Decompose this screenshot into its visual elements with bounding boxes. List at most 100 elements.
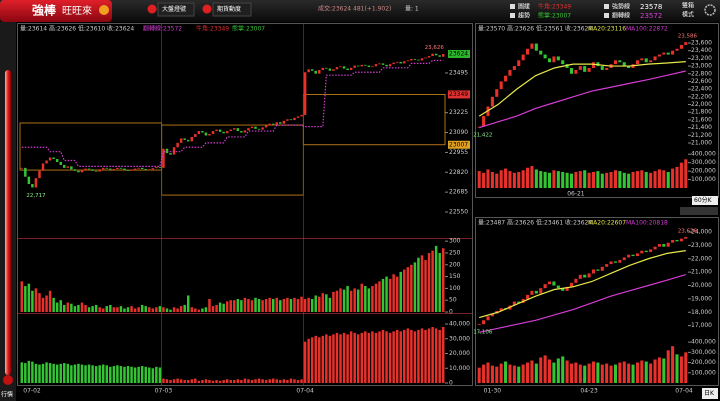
volume-bar bbox=[38, 293, 41, 312]
candle bbox=[162, 148, 165, 168]
volume-bar bbox=[243, 378, 247, 383]
y-tick-label: 100,000 bbox=[691, 176, 716, 183]
volume-bar bbox=[112, 366, 116, 383]
y-tick-label: 0 bbox=[449, 309, 453, 316]
candle bbox=[360, 64, 364, 67]
volume-bar bbox=[342, 332, 346, 383]
candle bbox=[679, 44, 683, 49]
toolbar[interactable] bbox=[680, 207, 718, 215]
footer-button[interactable] bbox=[702, 388, 718, 399]
button-icon[interactable] bbox=[147, 4, 157, 14]
candle bbox=[653, 56, 657, 61]
toggle-label[interactable]: 圖緩 bbox=[518, 3, 530, 11]
toggle-label[interactable]: 趨勢 bbox=[518, 12, 530, 20]
checkbox[interactable] bbox=[510, 4, 515, 9]
volume-bar bbox=[279, 380, 282, 383]
volume-bar bbox=[561, 171, 565, 188]
button[interactable] bbox=[157, 2, 195, 17]
volume-bar bbox=[556, 171, 560, 188]
checkbox[interactable] bbox=[604, 13, 609, 18]
settings-icon[interactable] bbox=[704, 4, 716, 16]
candle bbox=[662, 244, 666, 247]
volume-bar bbox=[140, 366, 144, 383]
mode-label[interactable]: 雙箱 bbox=[682, 2, 694, 10]
volume-bar bbox=[530, 360, 534, 383]
candle bbox=[613, 60, 618, 65]
toggle-label[interactable]: 強勢線 bbox=[612, 3, 630, 11]
volume-bar bbox=[70, 365, 73, 383]
period-button[interactable] bbox=[692, 196, 718, 205]
candle bbox=[257, 128, 261, 130]
panel-frame bbox=[475, 217, 719, 386]
volume-bar bbox=[165, 308, 169, 312]
button-label[interactable]: 期貨動度 bbox=[217, 5, 241, 13]
volume-bar bbox=[279, 300, 282, 312]
candle bbox=[282, 120, 286, 124]
toggle-label[interactable]: 翻轉線 bbox=[612, 12, 630, 20]
volume-bar bbox=[183, 380, 186, 383]
volume-bar bbox=[261, 300, 264, 312]
candle bbox=[140, 167, 144, 170]
volume-bar bbox=[574, 171, 578, 188]
button-icon[interactable] bbox=[202, 4, 212, 14]
candle bbox=[144, 169, 147, 171]
volume-bar bbox=[140, 304, 144, 312]
candle bbox=[420, 58, 424, 61]
high-label: 23,586 bbox=[678, 34, 698, 40]
volume-bar bbox=[385, 276, 388, 312]
candle bbox=[413, 58, 417, 60]
volume-bar bbox=[130, 306, 133, 312]
candle bbox=[539, 50, 543, 55]
x-tick-label: 07-03 bbox=[155, 388, 173, 395]
candle bbox=[684, 42, 688, 45]
candle bbox=[403, 61, 406, 64]
button-label[interactable]: 大盤燈號 bbox=[162, 5, 186, 13]
volume-bar bbox=[194, 308, 197, 312]
toggle-value: 23578 bbox=[640, 3, 662, 11]
trade-volume: 量: 1 bbox=[405, 6, 419, 13]
candle bbox=[151, 168, 155, 170]
volume-bar bbox=[318, 337, 321, 383]
volume-bar bbox=[307, 297, 310, 312]
candle bbox=[349, 67, 353, 71]
mode-label[interactable]: 模式 bbox=[682, 11, 694, 19]
volume-bar bbox=[310, 337, 314, 383]
candle bbox=[73, 169, 77, 171]
volume-bar bbox=[587, 363, 591, 383]
volume-bar bbox=[684, 352, 688, 383]
candle bbox=[427, 56, 431, 58]
period-label[interactable]: 60分K bbox=[694, 196, 713, 204]
volume-bar bbox=[41, 363, 45, 383]
volume-bar bbox=[176, 378, 179, 383]
volume-bar bbox=[495, 366, 499, 383]
candle bbox=[406, 60, 410, 62]
candle bbox=[63, 164, 66, 168]
footer-label[interactable]: 日K bbox=[704, 390, 715, 397]
volume-bar bbox=[310, 299, 314, 312]
button[interactable] bbox=[212, 2, 252, 17]
logo-box bbox=[0, 0, 112, 22]
candle bbox=[613, 261, 618, 263]
checkbox[interactable] bbox=[510, 13, 515, 18]
trade-quote: 成交:23624 481(+1.902) bbox=[318, 5, 391, 13]
candle bbox=[609, 261, 613, 265]
volume-bar bbox=[225, 379, 229, 383]
candle bbox=[133, 168, 137, 170]
candle bbox=[109, 168, 112, 170]
candle bbox=[530, 290, 534, 295]
volume-bar bbox=[162, 307, 165, 312]
volume-bar bbox=[52, 363, 55, 383]
volume-bar bbox=[583, 365, 587, 383]
volume-bar bbox=[543, 355, 547, 383]
volume-bar bbox=[627, 363, 631, 383]
checkbox[interactable] bbox=[604, 4, 609, 9]
volume-bar bbox=[671, 346, 675, 383]
volume-bar bbox=[332, 291, 335, 312]
volume-bar bbox=[236, 379, 240, 383]
candle bbox=[657, 244, 661, 247]
candle bbox=[600, 266, 604, 271]
y-tick-label: 100,000 bbox=[691, 369, 716, 376]
volume-bar bbox=[31, 361, 34, 383]
y-tick-label: 22820 bbox=[449, 169, 468, 176]
sidebar-label[interactable]: 行情 bbox=[1, 391, 13, 399]
